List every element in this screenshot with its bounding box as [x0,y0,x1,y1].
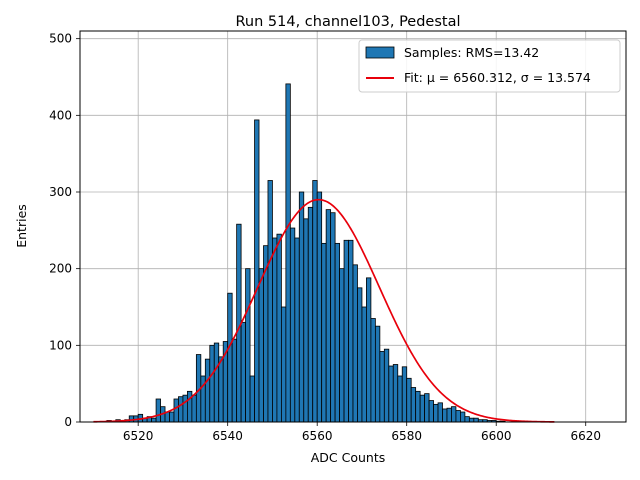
fit-curve [93,198,555,423]
histogram-bar [339,268,345,423]
x-axis-ticks: 6520 6540 6560 6580 6600 6620 [123,422,601,443]
histogram-bar [178,396,184,423]
histogram-bar [348,239,354,423]
histogram-bar [419,394,426,423]
histogram-bar [410,387,417,423]
histogram-bar [298,191,305,423]
histogram-bar [155,398,161,423]
histogram-bar [213,342,220,423]
histogram-bar [303,218,309,423]
x-tick-label: 6580 [391,429,422,443]
histogram-bar [330,212,336,423]
x-axis-label: ADC Counts [311,450,386,465]
histogram-bar [173,398,179,423]
histogram-bar [204,358,211,423]
histogram-bar [352,264,358,423]
y-tick-label: 300 [49,185,72,199]
fit-curve-group [93,198,555,423]
histogram-bar [182,394,188,423]
histogram-bar [169,411,175,423]
histogram-bar [401,366,408,423]
histogram-bar [312,180,318,423]
y-tick-label: 0 [64,415,72,429]
histogram-bar [397,375,403,423]
histogram-bar [343,239,349,423]
histogram-bar [191,394,197,423]
histogram-bar [227,292,233,423]
histogram-bar [240,321,246,423]
histogram-bar [325,209,332,423]
histogram-bar [267,180,273,423]
histogram-bar [446,407,452,423]
histogram-bar [307,206,314,423]
plot-frame [79,30,627,423]
x-tick-label: 6520 [123,429,154,443]
histogram-bar [231,338,238,423]
histogram-bar [272,237,278,423]
histogram-bar [451,406,457,423]
histogram-bar [294,237,300,423]
x-tick-label: 6600 [481,429,512,443]
histogram-bar [289,227,296,423]
histogram-bar [316,191,323,423]
histogram-bar [473,417,479,423]
histogram-bar [468,417,475,423]
histogram-bar [128,415,135,423]
y-axis-ticks: 0 100 200 300 400 500 [49,32,80,429]
chart-title: Run 514, channel103, Pedestal [235,14,460,30]
histogram-bar [424,393,430,423]
histogram-bar [276,233,282,423]
x-tick-label: 6620 [570,429,601,443]
histogram-bar [460,411,466,423]
histogram-bar [254,119,260,423]
histogram-bar [258,268,264,423]
histogram-bar [437,402,443,423]
x-tick-label: 6540 [212,429,243,443]
histogram-bar [455,410,461,423]
legend-swatch-samples [365,46,395,59]
histogram-bar [442,408,448,423]
x-tick-label: 6560 [302,429,333,443]
histogram-bar [370,318,376,423]
legend-label-fit: Fit: μ = 6560.312, σ = 13.574 [404,70,591,85]
histogram-bar [151,417,157,423]
y-tick-label: 400 [49,108,72,122]
histogram-bar [415,390,421,423]
histogram-bar [464,416,470,423]
histogram-bar [218,356,224,423]
legend: Samples: RMS=13.42 Fit: μ = 6560.312, σ … [358,39,621,93]
histogram-bar [280,306,287,423]
histogram-bar [383,348,390,423]
histogram-bars [106,83,506,423]
histogram-bar [187,390,193,423]
histogram-bar [361,306,367,423]
histogram-bar [433,403,439,423]
y-axis-label: Entries [14,204,29,248]
histogram-bar [392,364,399,423]
legend-label-samples: Samples: RMS=13.42 [404,45,539,60]
histogram-bar [334,242,340,423]
histogram-bar [406,377,412,423]
y-tick-label: 500 [49,32,72,46]
legend-box [358,39,621,93]
histogram-bar [209,344,215,423]
histogram-bar [285,83,291,423]
histogram-bar [366,277,372,423]
histogram-bar [374,325,381,423]
histogram-bar [321,242,327,423]
y-tick-label: 100 [49,338,72,352]
histogram-bar [249,375,255,423]
histogram-bar [245,268,251,423]
histogram-bar [379,351,385,423]
histogram-bar [357,287,363,423]
histogram-bar [428,400,434,423]
histogram-bar [388,365,394,423]
y-tick-label: 200 [49,262,72,276]
